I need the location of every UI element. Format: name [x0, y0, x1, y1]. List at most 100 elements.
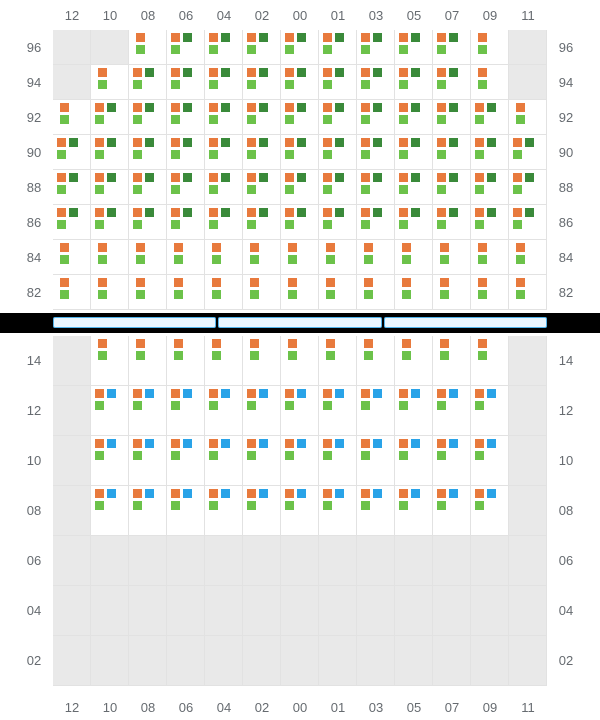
slot[interactable]	[281, 436, 319, 486]
slot[interactable]	[243, 205, 281, 240]
slot[interactable]	[509, 275, 547, 310]
slot[interactable]	[129, 205, 167, 240]
slot[interactable]	[205, 170, 243, 205]
slot[interactable]	[129, 170, 167, 205]
slot[interactable]	[167, 170, 205, 205]
slot[interactable]	[395, 65, 433, 100]
slot[interactable]	[509, 170, 547, 205]
slot[interactable]	[471, 135, 509, 170]
slot[interactable]	[53, 275, 91, 310]
slot[interactable]	[395, 135, 433, 170]
slot[interactable]	[509, 240, 547, 275]
slot[interactable]	[357, 205, 395, 240]
slot[interactable]	[319, 486, 357, 536]
tri-segment[interactable]	[218, 317, 381, 328]
slot[interactable]	[205, 100, 243, 135]
slot[interactable]	[243, 65, 281, 100]
slot[interactable]	[433, 486, 471, 536]
slot[interactable]	[91, 486, 129, 536]
slot[interactable]	[433, 436, 471, 486]
slot[interactable]	[129, 240, 167, 275]
slot[interactable]	[319, 170, 357, 205]
slot[interactable]	[433, 275, 471, 310]
slot[interactable]	[129, 100, 167, 135]
slot[interactable]	[357, 170, 395, 205]
slot[interactable]	[167, 30, 205, 65]
slot[interactable]	[205, 436, 243, 486]
slot[interactable]	[357, 65, 395, 100]
slot[interactable]	[91, 240, 129, 275]
slot[interactable]	[433, 100, 471, 135]
slot[interactable]	[53, 100, 91, 135]
slot[interactable]	[319, 275, 357, 310]
slot[interactable]	[243, 170, 281, 205]
slot[interactable]	[471, 436, 509, 486]
slot[interactable]	[167, 486, 205, 536]
slot[interactable]	[433, 65, 471, 100]
slot[interactable]	[281, 135, 319, 170]
slot[interactable]	[205, 486, 243, 536]
slot[interactable]	[395, 30, 433, 65]
slot[interactable]	[167, 135, 205, 170]
slot[interactable]	[357, 336, 395, 386]
slot[interactable]	[243, 30, 281, 65]
slot[interactable]	[395, 275, 433, 310]
slot[interactable]	[281, 30, 319, 65]
slot[interactable]	[91, 436, 129, 486]
slot[interactable]	[471, 205, 509, 240]
slot[interactable]	[319, 135, 357, 170]
slot[interactable]	[319, 336, 357, 386]
slot[interactable]	[319, 65, 357, 100]
slot[interactable]	[433, 336, 471, 386]
slot[interactable]	[433, 135, 471, 170]
slot[interactable]	[167, 436, 205, 486]
slot[interactable]	[91, 170, 129, 205]
slot[interactable]	[281, 65, 319, 100]
slot[interactable]	[433, 205, 471, 240]
slot[interactable]	[167, 386, 205, 436]
slot[interactable]	[281, 205, 319, 240]
slot[interactable]	[53, 240, 91, 275]
slot[interactable]	[319, 386, 357, 436]
slot[interactable]	[91, 100, 129, 135]
slot[interactable]	[281, 170, 319, 205]
slot[interactable]	[205, 275, 243, 310]
slot[interactable]	[433, 240, 471, 275]
slot[interactable]	[167, 240, 205, 275]
slot[interactable]	[471, 386, 509, 436]
slot[interactable]	[91, 65, 129, 100]
slot[interactable]	[205, 30, 243, 65]
slot[interactable]	[167, 275, 205, 310]
slot[interactable]	[205, 336, 243, 386]
slot[interactable]	[357, 275, 395, 310]
slot[interactable]	[243, 386, 281, 436]
slot[interactable]	[281, 336, 319, 386]
slot[interactable]	[319, 205, 357, 240]
slot[interactable]	[357, 240, 395, 275]
slot[interactable]	[395, 205, 433, 240]
slot[interactable]	[509, 100, 547, 135]
slot[interactable]	[509, 205, 547, 240]
slot[interactable]	[509, 135, 547, 170]
slot[interactable]	[433, 386, 471, 436]
slot[interactable]	[281, 240, 319, 275]
tri-segment[interactable]	[53, 317, 216, 328]
slot[interactable]	[357, 135, 395, 170]
slot[interactable]	[281, 100, 319, 135]
slot[interactable]	[471, 240, 509, 275]
slot[interactable]	[471, 30, 509, 65]
slot[interactable]	[395, 336, 433, 386]
slot[interactable]	[395, 100, 433, 135]
slot[interactable]	[319, 240, 357, 275]
slot[interactable]	[243, 100, 281, 135]
slot[interactable]	[129, 275, 167, 310]
slot[interactable]	[129, 436, 167, 486]
slot[interactable]	[357, 30, 395, 65]
slot[interactable]	[357, 436, 395, 486]
slot[interactable]	[471, 486, 509, 536]
slot[interactable]	[53, 135, 91, 170]
slot[interactable]	[205, 386, 243, 436]
slot[interactable]	[357, 100, 395, 135]
slot[interactable]	[281, 486, 319, 536]
slot[interactable]	[91, 135, 129, 170]
